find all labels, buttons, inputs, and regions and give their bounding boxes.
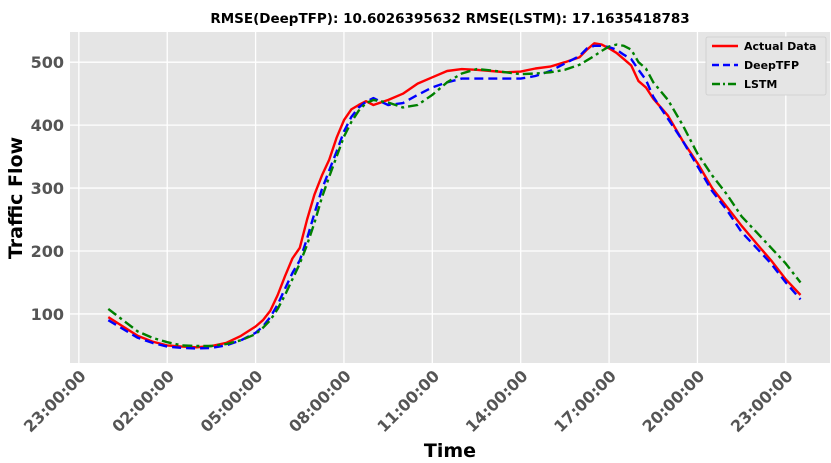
legend-label: LSTM (744, 78, 777, 91)
x-tick-label: 23:00:00 (20, 366, 90, 436)
grid-lines (70, 32, 830, 363)
x-axis-ticks: 23:00:00 02:00:00 05:00:00 08:00:00 11:00:00… (20, 366, 797, 436)
x-tick-label: 14:00:00 (462, 366, 532, 436)
legend-label: Actual Data (744, 40, 816, 53)
y-axis-label: Traffic Flow (5, 137, 27, 259)
x-tick-label: 17:00:00 (550, 366, 620, 436)
y-tick-label: 400 (31, 116, 64, 135)
x-tick-label: 05:00:00 (197, 366, 267, 436)
plot-background (70, 32, 830, 363)
legend-box (705, 36, 827, 96)
y-tick-label: 500 (31, 53, 64, 72)
x-tick-label: 02:00:00 (108, 366, 178, 436)
x-tick-label: 11:00:00 (373, 366, 443, 436)
x-tick-label: 08:00:00 (285, 366, 355, 436)
y-tick-label: 300 (31, 179, 64, 198)
y-axis-ticks: 100 200 300 400 500 (31, 53, 64, 324)
y-tick-label: 100 (31, 305, 64, 324)
legend: Actual Data DeepTFP LSTM (705, 36, 827, 96)
series-line-lstm (107, 43, 802, 348)
series-lines (107, 42, 802, 350)
x-tick-label: 23:00:00 (727, 366, 797, 436)
legend-label: DeepTFP (744, 59, 799, 72)
chart-title: RMSE(DeepTFP): 10.6026395632 RMSE(LSTM):… (210, 11, 689, 27)
x-tick-label: 20:00:00 (639, 366, 709, 436)
series-line-deeptfp (107, 44, 802, 350)
x-axis-label: Time (424, 440, 476, 462)
y-tick-label: 200 (31, 242, 64, 261)
